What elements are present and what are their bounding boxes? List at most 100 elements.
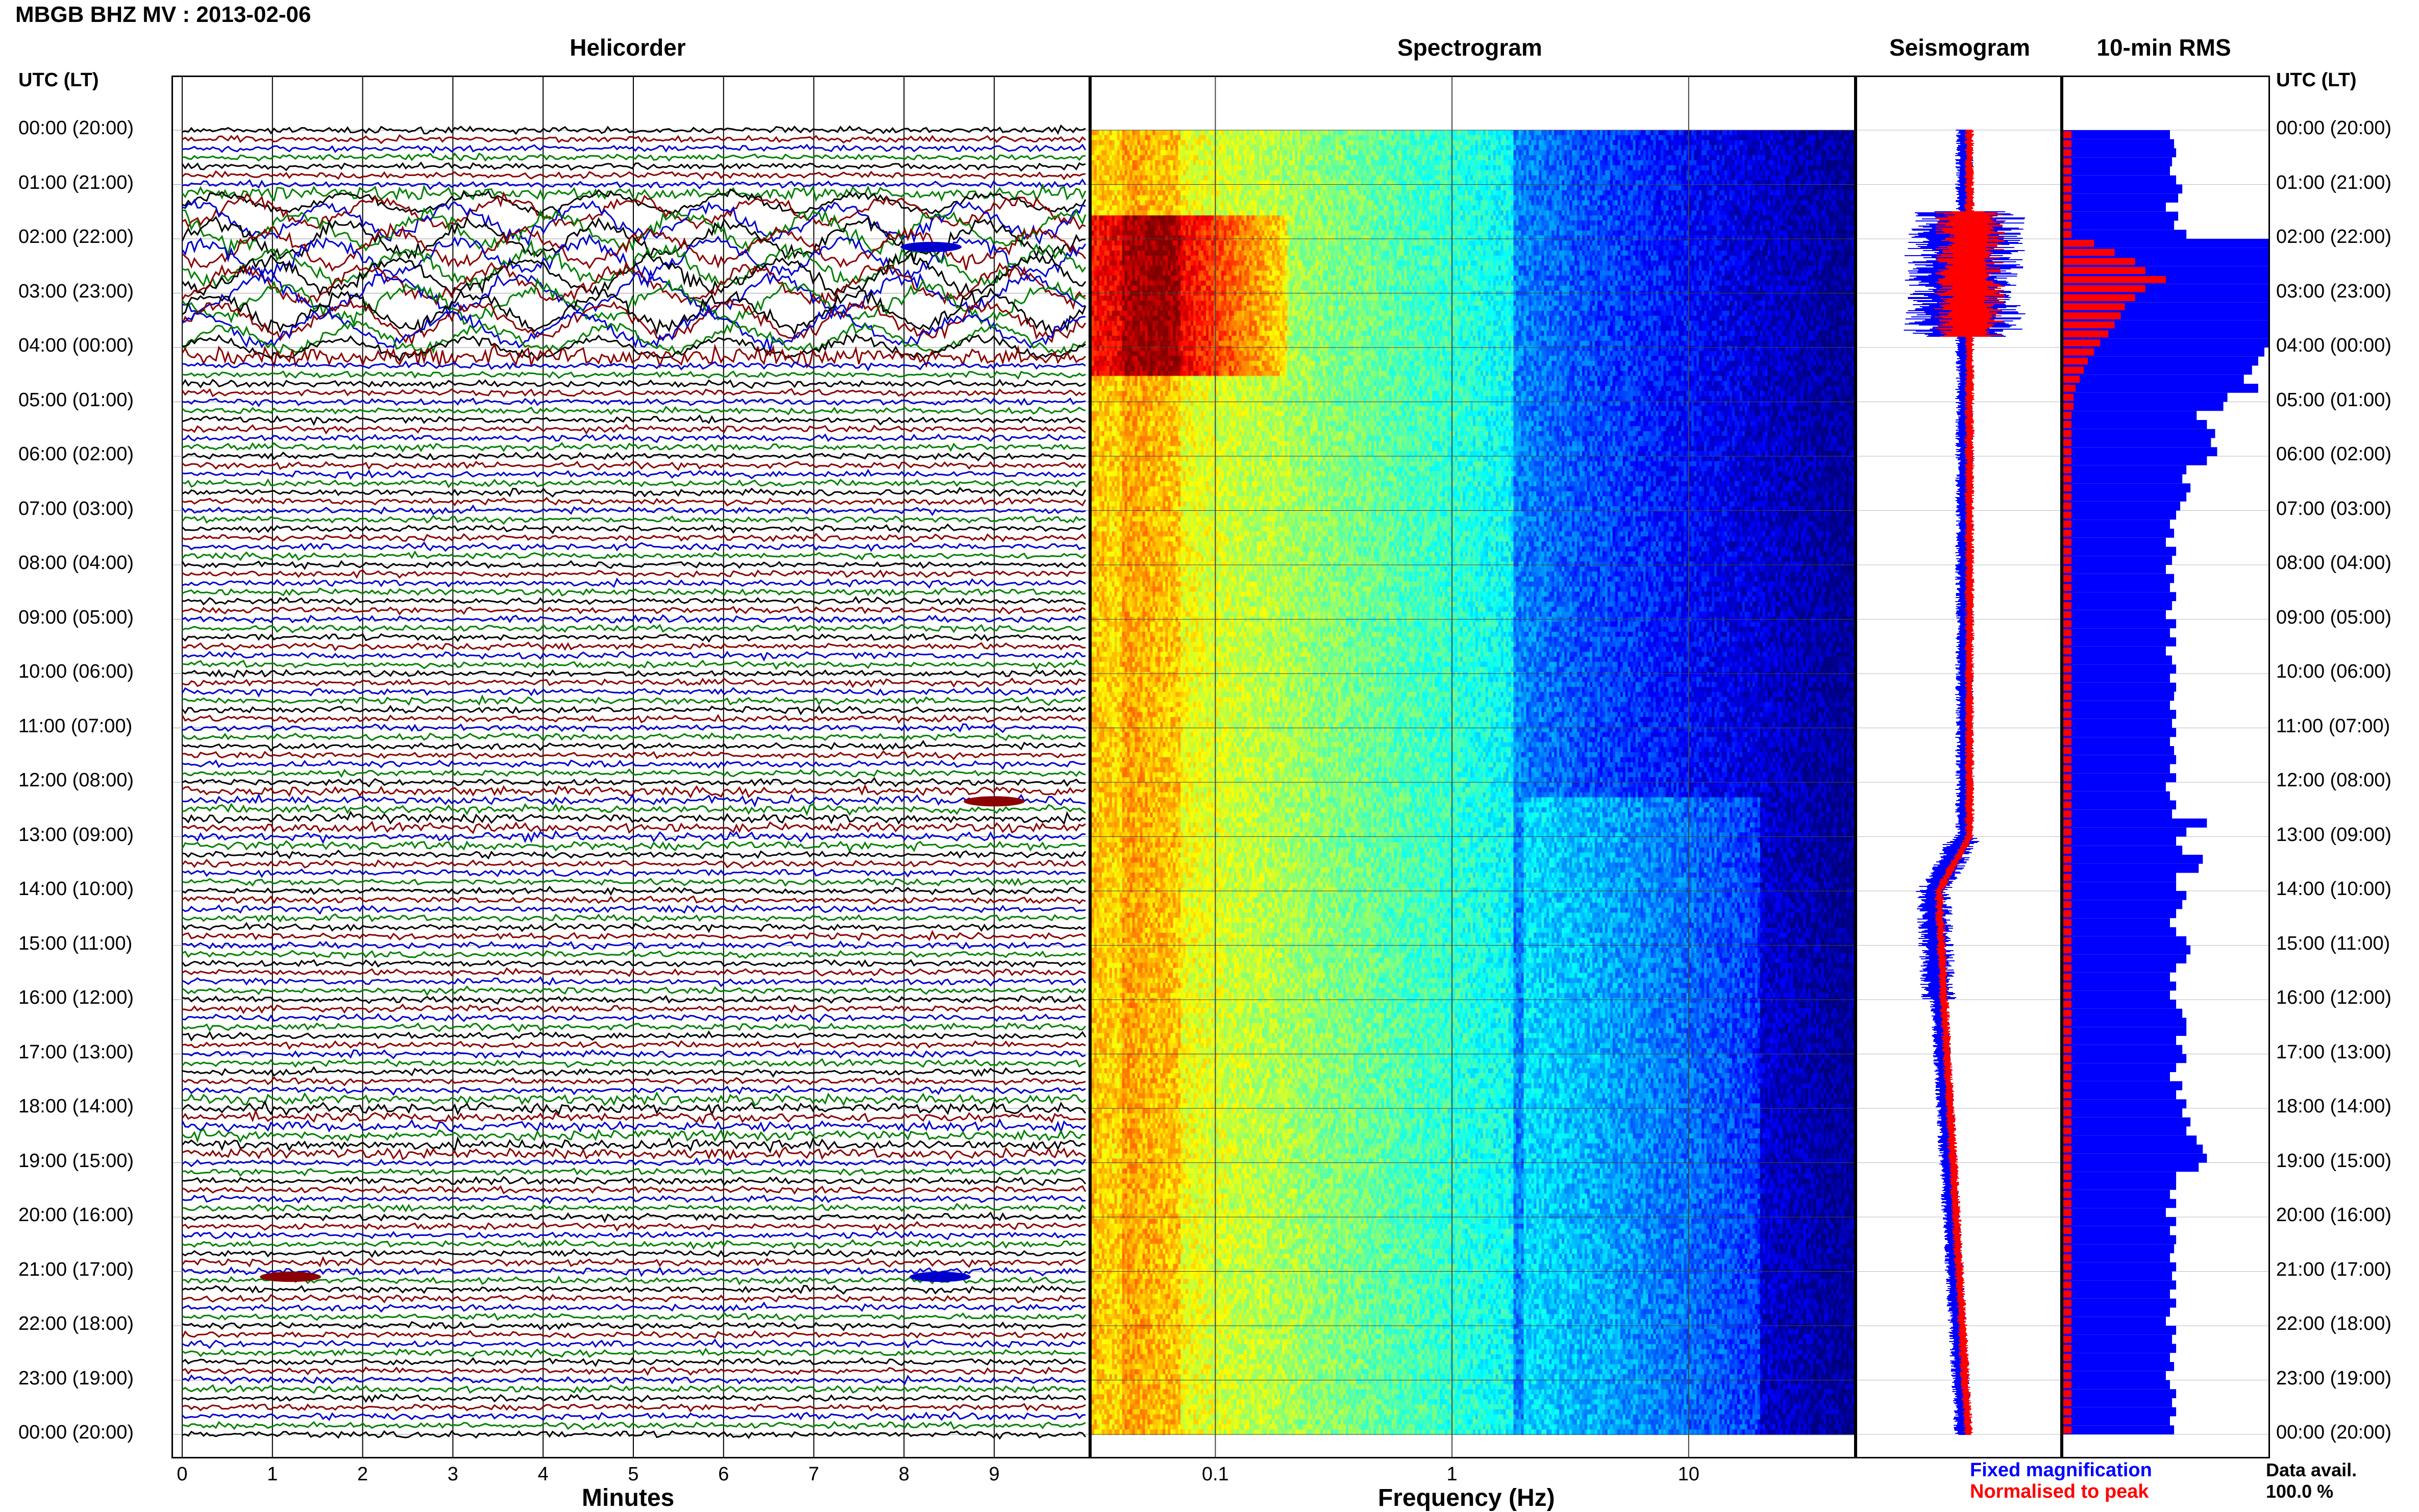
time-label-left: 10:00 (06:00) xyxy=(18,661,134,682)
rms-bar-fixed xyxy=(2063,583,2170,592)
helicorder-trace xyxy=(182,1411,1086,1422)
rms-bar-fixed xyxy=(2063,1353,2170,1362)
rms-bar-fixed xyxy=(2063,456,2207,465)
helicorder-event xyxy=(260,1272,322,1282)
time-label-left: 16:00 (12:00) xyxy=(18,987,134,1008)
rms-bar-normalised xyxy=(2063,1001,2072,1008)
rms-bar-fixed xyxy=(2063,782,2166,791)
rms-bar-fixed xyxy=(2063,465,2187,475)
rms-bar-normalised xyxy=(2063,629,2072,636)
rms-bar-normalised xyxy=(2063,240,2094,247)
rms-bar-fixed xyxy=(2063,610,2166,619)
helicorder-trace xyxy=(181,514,1086,525)
time-label-left: 19:00 (15:00) xyxy=(18,1150,134,1172)
rms-bar-normalised xyxy=(2063,692,2072,700)
helicorder-trace xyxy=(181,1128,1086,1144)
helicorder-trace xyxy=(181,705,1086,715)
rms-bar-fixed xyxy=(2063,1407,2177,1417)
helicorder-trace xyxy=(182,1284,1086,1295)
rms-bar-fixed xyxy=(2063,592,2177,601)
rms-bar-fixed xyxy=(2063,184,2183,194)
helicorder-trace xyxy=(181,298,1087,346)
rms-bar-fixed xyxy=(2063,384,2258,393)
rms-bar-normalised xyxy=(2063,883,2072,890)
rms-bar-normalised xyxy=(2063,176,2072,184)
helicorder-trace xyxy=(182,1030,1087,1042)
helicorder-trace xyxy=(182,1211,1086,1223)
helicorder-trace xyxy=(181,1118,1087,1134)
time-label-right: 00:00 (20:00) xyxy=(2276,1422,2392,1443)
rms-bar-fixed xyxy=(2063,1172,2177,1181)
helicorder-trace xyxy=(182,424,1086,435)
time-label-left: 17:00 (13:00) xyxy=(18,1041,134,1063)
helicorder-trace xyxy=(182,1048,1086,1059)
rms-bar-normalised xyxy=(2063,828,2072,836)
helicorder-trace xyxy=(182,1393,1087,1403)
minute-tick-label: 2 xyxy=(357,1464,368,1485)
time-label-right: 20:00 (16:00) xyxy=(2276,1204,2392,1226)
time-label-right: 18:00 (14:00) xyxy=(2276,1096,2392,1117)
rms-bar-normalised xyxy=(2063,1308,2072,1316)
rms-bar-normalised xyxy=(2063,1236,2072,1244)
rms-bar-normalised xyxy=(2063,892,2072,899)
rms-bar-normalised xyxy=(2063,1345,2072,1352)
helicorder-trace xyxy=(182,904,1086,915)
rms-bar-fixed xyxy=(2063,1036,2177,1045)
helicorder-trace xyxy=(181,732,1086,742)
rms-bar-normalised xyxy=(2063,149,2072,157)
rms-bar-normalised xyxy=(2063,973,2072,981)
helicorder-trace xyxy=(182,152,1086,162)
rms-bar-normalised xyxy=(2063,783,2072,790)
helicorder-trace xyxy=(182,976,1087,987)
rms-bar-normalised xyxy=(2063,1136,2072,1144)
rms-bar-normalised xyxy=(2063,738,2072,745)
helicorder-trace xyxy=(182,750,1086,760)
helicorder-trace xyxy=(182,877,1086,887)
rms-bar-fixed xyxy=(2063,148,2177,158)
rms-bar-normalised xyxy=(2063,810,2072,817)
rms-bar-normalised xyxy=(2063,448,2072,455)
rms-bar-fixed xyxy=(2063,1380,2170,1390)
rms-bar-fixed xyxy=(2063,565,2166,574)
time-label-right: 21:00 (17:00) xyxy=(2276,1258,2392,1280)
rms-bar-normalised xyxy=(2063,1218,2072,1225)
time-label-left: 14:00 (10:00) xyxy=(18,878,134,900)
rms-bar-fixed xyxy=(2063,746,2175,755)
helicorder-trace xyxy=(182,995,1087,1005)
rms-bar-normalised xyxy=(2063,1055,2072,1062)
rms-bar-normalised xyxy=(2063,1327,2072,1334)
rms-bar-normalised xyxy=(2063,1009,2072,1017)
rms-bar-normalised xyxy=(2063,874,2072,881)
rms-bar-normalised xyxy=(2063,493,2072,501)
helicorder-trace xyxy=(182,1157,1087,1168)
seismogram-plot xyxy=(1857,130,2060,1435)
rms-bar-fixed xyxy=(2063,348,2264,357)
rms-bar-normalised xyxy=(2063,774,2072,781)
rms-bar-fixed xyxy=(2063,764,2170,774)
helicorder-trace xyxy=(181,504,1086,516)
rms-bar-normalised xyxy=(2063,1173,2072,1180)
rms-bar-fixed xyxy=(2063,891,2187,900)
helicorder-trace xyxy=(182,460,1087,471)
helicorder-trace xyxy=(182,1421,1086,1431)
time-label-left: 21:00 (17:00) xyxy=(18,1258,134,1280)
rms-bar-fixed xyxy=(2063,1371,2166,1380)
helicorder-title: Helicorder xyxy=(570,34,686,61)
helicorder-trace xyxy=(182,1301,1086,1313)
rms-bar-fixed xyxy=(2063,1135,2197,1145)
rms-bar-normalised xyxy=(2063,992,2072,999)
helicorder-trace xyxy=(181,1330,1087,1340)
helicorder-trace xyxy=(182,614,1086,625)
helicorder-trace xyxy=(182,641,1086,652)
time-label-left: 08:00 (04:00) xyxy=(18,552,134,574)
rms-bar-normalised xyxy=(2063,312,2121,319)
helicorder-event xyxy=(964,796,1025,807)
rms-bar-fixed xyxy=(2063,1262,2177,1272)
helicorder-trace xyxy=(182,985,1087,997)
rms-bar-normalised xyxy=(2063,385,2076,392)
helicorder-trace xyxy=(182,468,1086,480)
helicorder-trace xyxy=(182,940,1086,951)
time-label-left: 03:00 (23:00) xyxy=(18,280,134,302)
minute-tick-label: 4 xyxy=(537,1464,549,1485)
rms-bar-fixed xyxy=(2063,737,2170,746)
